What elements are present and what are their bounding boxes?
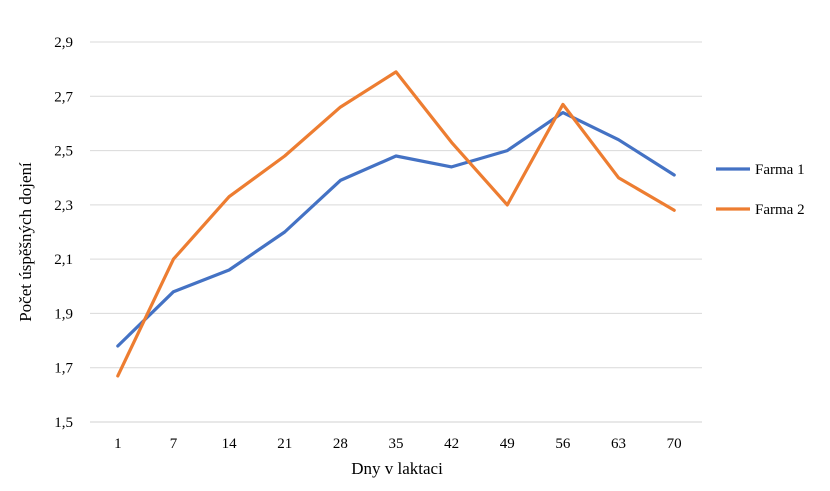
y-tick-label: 2,9 — [54, 35, 73, 51]
y-tick-label: 2,5 — [54, 144, 73, 160]
x-tick-label: 7 — [170, 436, 178, 452]
y-tick-label: 1,9 — [54, 306, 73, 322]
y-axis-title: Počet úspěšných dojení — [16, 162, 35, 322]
x-tick-label: 63 — [611, 436, 626, 452]
y-tick-label: 2,3 — [54, 198, 73, 214]
y-axis-ticks: 1,5 1,7 1,9 2,1 2,3 2,5 2,7 2,9 — [54, 35, 73, 431]
gridlines — [90, 41, 702, 423]
x-axis-ticks: 1 7 14 21 28 35 42 49 56 63 70 — [114, 436, 682, 452]
series-lines — [116, 70, 676, 378]
legend-label: Farma 1 — [755, 162, 805, 178]
x-tick-label: 21 — [277, 436, 292, 452]
x-axis-title: Dny v laktaci — [351, 459, 443, 478]
x-tick-label: 42 — [444, 436, 459, 452]
y-tick-label: 2,7 — [54, 89, 73, 105]
x-tick-label: 70 — [667, 436, 682, 452]
series-line-2 — [116, 70, 676, 378]
x-tick-label: 1 — [114, 436, 122, 452]
legend: Farma 1 Farma 2 — [716, 162, 805, 218]
x-tick-label: 28 — [333, 436, 348, 452]
y-tick-label: 1,7 — [54, 361, 73, 377]
x-tick-label: 49 — [500, 436, 515, 452]
y-tick-label: 2,1 — [54, 252, 73, 268]
x-tick-label: 56 — [555, 436, 571, 452]
y-tick-label: 1,5 — [54, 415, 73, 431]
x-tick-label: 35 — [389, 436, 404, 452]
legend-label: Farma 2 — [755, 202, 805, 218]
x-tick-label: 14 — [222, 436, 238, 452]
